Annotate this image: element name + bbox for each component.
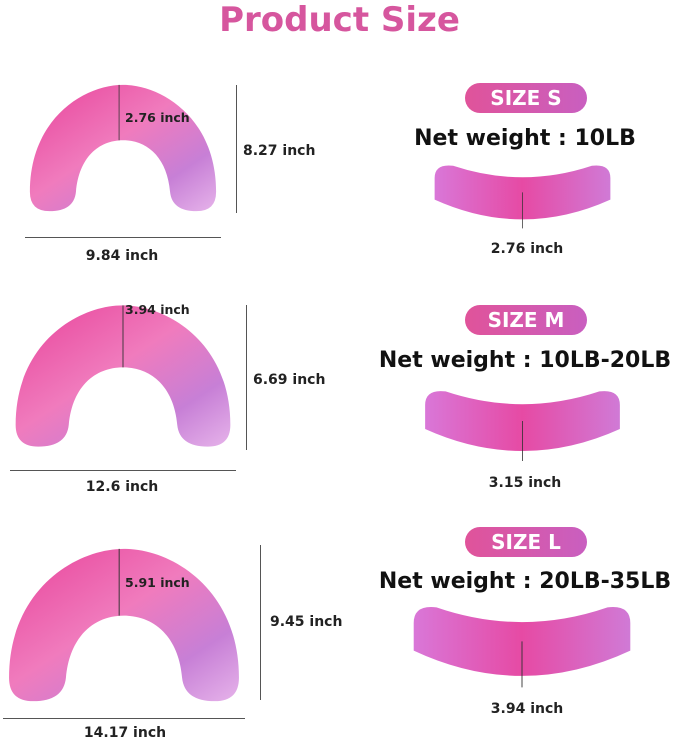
- net-weight-l: Net weight : 20LB-35LB: [378, 569, 672, 594]
- width-dimension-line-s: [25, 237, 221, 238]
- width-dimension-line-m: [10, 470, 236, 471]
- pillow-side-view-s: [434, 165, 611, 229]
- height-label-l: 9.45 inch: [270, 614, 343, 630]
- side-thickness-label-m: 3.15 inch: [488, 475, 562, 491]
- width-label-m: 12.6 inch: [85, 479, 159, 495]
- height-dimension-line-s: [236, 85, 237, 213]
- width-label-s: 9.84 inch: [85, 248, 159, 264]
- pillow-top-view-m: [15, 305, 231, 447]
- side-thickness-label-l: 3.94 inch: [490, 701, 564, 717]
- height-label-m: 6.69 inch: [253, 372, 326, 388]
- thickness-label-s: 2.76 inch: [125, 110, 190, 125]
- height-label-s: 8.27 inch: [243, 143, 316, 159]
- width-dimension-line-l: [3, 718, 245, 719]
- pillow-side-view-l: [413, 607, 631, 688]
- width-label-l: 14.17 inch: [83, 725, 167, 741]
- height-dimension-line-m: [246, 305, 247, 450]
- size-badge-s: SIZE S: [465, 83, 587, 113]
- pillow-side-view-m: [425, 391, 620, 461]
- size-badge-m: SIZE M: [465, 305, 587, 335]
- side-thickness-label-s: 2.76 inch: [490, 241, 564, 257]
- pillow-top-view-s: [29, 84, 217, 212]
- height-dimension-line-l: [260, 545, 261, 700]
- net-weight-s: Net weight : 10LB: [414, 126, 636, 151]
- thickness-label-m: 3.94 inch: [125, 302, 190, 317]
- net-weight-m: Net weight : 10LB-20LB: [378, 348, 672, 373]
- size-badge-l: SIZE L: [465, 527, 587, 557]
- thickness-label-l: 5.91 inch: [125, 575, 190, 590]
- page-title: Product Size: [219, 0, 460, 40]
- pillow-top-view-l: [9, 548, 239, 702]
